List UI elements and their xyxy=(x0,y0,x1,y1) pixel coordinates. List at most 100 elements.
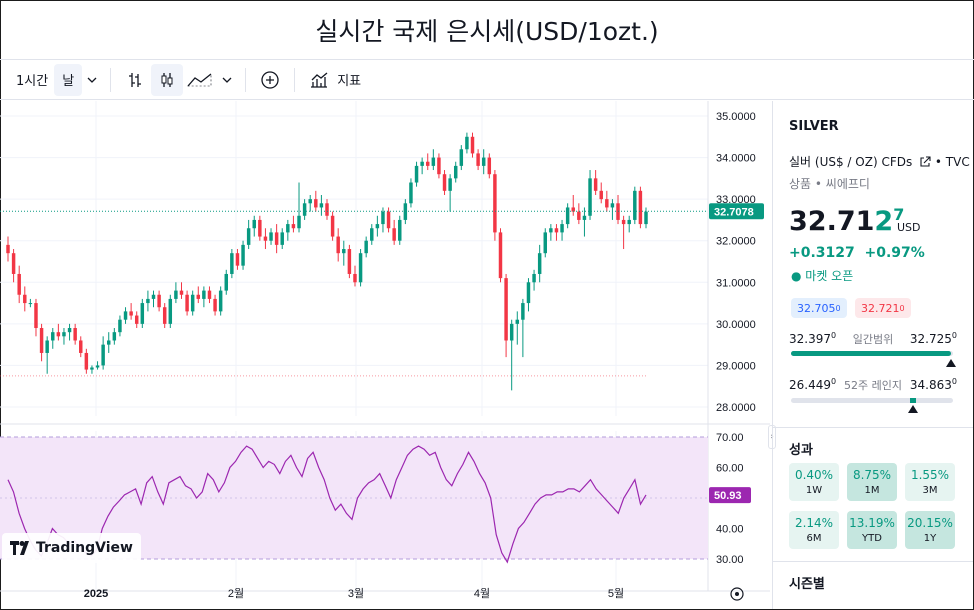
change-abs: +0.3127 xyxy=(789,245,855,261)
candle-body xyxy=(588,178,592,216)
candle-body xyxy=(470,136,475,154)
perf-label: 3M xyxy=(922,485,938,496)
candle-body xyxy=(190,294,195,312)
perf-label: 1Y xyxy=(923,533,937,544)
candle-body xyxy=(280,232,284,245)
week52-range-dot xyxy=(909,398,916,403)
settings-icon-center xyxy=(735,592,739,596)
candle-body xyxy=(302,203,307,216)
candle-body xyxy=(549,228,553,233)
candle-body xyxy=(330,215,335,237)
perf-label: 1W xyxy=(805,485,823,496)
candle-body xyxy=(39,328,44,353)
section-divider xyxy=(773,427,973,428)
symbol-description: 실버 (US$ / OZ) CFDs • TVC xyxy=(789,153,970,171)
week52-high-sup: 0 xyxy=(951,377,957,386)
performance-1m[interactable]: 8.75% 1M xyxy=(847,463,897,501)
chevron-down-icon[interactable] xyxy=(82,64,102,96)
candle-body xyxy=(453,165,458,179)
performance-3m[interactable]: 1.55% 3M xyxy=(905,463,955,501)
candle-body xyxy=(241,244,245,266)
day-range-fill xyxy=(791,351,952,356)
candle-body xyxy=(633,190,637,220)
candle-body xyxy=(644,211,648,225)
performance-1y[interactable]: 20.15% 1Y xyxy=(905,511,955,549)
candle-body xyxy=(342,249,346,254)
candle-body xyxy=(218,290,223,312)
chart-area[interactable]: 35.0000 34.0000 33.0000 32.0000 31.0000 30.00… xyxy=(0,101,770,610)
performance-ytd[interactable]: 13.19% YTD xyxy=(847,511,897,549)
bid-sup: 0 xyxy=(835,303,841,313)
candle-body xyxy=(364,240,368,254)
performance-1w[interactable]: 0.40% 1W xyxy=(789,463,839,501)
perf-value: 0.40% xyxy=(794,468,834,482)
day-range-row: 32.3970 일간범위 32.7250 xyxy=(789,331,957,347)
time-axis-label: 2월 xyxy=(228,587,244,600)
candle-body xyxy=(381,211,385,225)
price-axis-label: 29.0000 xyxy=(716,360,756,372)
ask-sup: 0 xyxy=(899,303,905,313)
candle-body xyxy=(123,311,128,320)
candle-body xyxy=(493,174,497,233)
section-divider xyxy=(773,561,973,562)
candle-body xyxy=(599,190,603,200)
candle-body xyxy=(509,323,514,341)
candle-body xyxy=(426,161,430,166)
day-low: 32.3970 xyxy=(789,331,836,347)
candle-body xyxy=(134,315,139,324)
price-chart[interactable]: 35.0000 34.0000 33.0000 32.0000 31.0000 30.00… xyxy=(0,101,770,610)
price-axis-label: 35.0000 xyxy=(716,111,756,123)
settings-icon[interactable] xyxy=(730,587,744,601)
candle-body xyxy=(162,307,167,324)
candle-body xyxy=(168,298,173,324)
external-link-icon[interactable] xyxy=(919,156,931,171)
day-range-bar xyxy=(791,351,953,356)
bid-price: 32.705 xyxy=(797,301,836,315)
current-price-label: 32.7078 xyxy=(714,206,754,218)
candle-body xyxy=(325,203,329,216)
candle-body xyxy=(95,365,100,368)
area-chart-icon[interactable] xyxy=(183,64,217,96)
candle-body xyxy=(213,298,217,312)
indicators-icon[interactable] xyxy=(303,64,335,96)
candle-body xyxy=(286,224,290,233)
symbol-name[interactable]: SILVER xyxy=(789,119,839,134)
day-low-value: 32.397 xyxy=(789,332,831,346)
candle-body xyxy=(258,219,262,237)
candle-body xyxy=(582,215,587,220)
rsi-axis-label: 30.00 xyxy=(716,554,744,566)
candle-body xyxy=(23,294,27,304)
candle-body xyxy=(79,340,83,353)
period-button[interactable]: 날 xyxy=(54,63,83,96)
candle-body xyxy=(291,224,296,229)
candle-body xyxy=(420,161,424,166)
candle-body xyxy=(605,199,609,208)
tradingview-logo: TradingView xyxy=(2,533,141,563)
bar-chart-icon[interactable] xyxy=(119,64,151,96)
candle-body xyxy=(532,273,536,283)
candle-chart-icon[interactable] xyxy=(151,63,184,96)
candle-body xyxy=(370,228,374,241)
chevron-down-icon[interactable] xyxy=(217,64,237,96)
candle-body xyxy=(297,215,301,229)
candle-body xyxy=(67,328,72,333)
indicators-button[interactable]: 지표 xyxy=(337,74,362,89)
time-axis-label: 3월 xyxy=(348,587,364,600)
toolbar-divider xyxy=(245,67,247,92)
candle-body xyxy=(414,165,419,183)
candle-body xyxy=(112,332,117,341)
rsi-axis-label: 70.00 xyxy=(716,432,744,444)
week52-high: 34.8630 xyxy=(910,377,957,393)
rsi-axis-label: 40.00 xyxy=(716,524,744,536)
performance-6m[interactable]: 2.14% 6M xyxy=(789,511,839,549)
perf-value: 8.75% xyxy=(852,468,892,482)
candle-body xyxy=(554,228,559,233)
chart-toolbar: 1시간 날 지표 xyxy=(0,60,974,100)
candle-body xyxy=(386,211,391,229)
candle-body xyxy=(146,298,150,304)
toolbar-divider xyxy=(294,67,296,92)
price-axis-label: 30.0000 xyxy=(716,319,756,331)
interval-button[interactable]: 1시간 xyxy=(16,74,49,89)
candle-body xyxy=(252,219,256,229)
add-compare-icon[interactable] xyxy=(254,64,286,96)
